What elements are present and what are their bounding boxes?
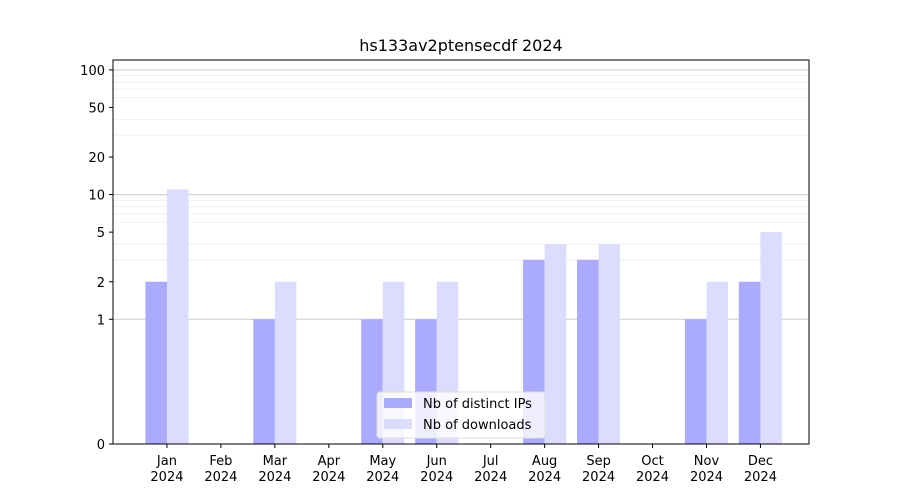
x-tick-month: Feb xyxy=(209,454,232,469)
x-tick-month: May xyxy=(369,454,396,469)
legend-label: Nb of downloads xyxy=(423,418,532,433)
x-tick-year: 2024 xyxy=(474,470,507,485)
y-tick-label: 10 xyxy=(88,189,105,204)
x-tick-month: Aug xyxy=(532,454,557,469)
bar-distinct-ips xyxy=(577,259,599,444)
x-tick-month: Jul xyxy=(482,454,499,469)
x-tick-year: 2024 xyxy=(582,470,615,485)
chart-title: hs133av2ptensecdf 2024 xyxy=(359,36,562,55)
x-tick-label: Oct 2024 xyxy=(636,454,669,485)
x-tick-year: 2024 xyxy=(420,470,453,485)
x-tick-month: Mar xyxy=(263,454,288,469)
x-tick-year: 2024 xyxy=(690,470,723,485)
x-tick-year: 2024 xyxy=(366,470,399,485)
x-tick-month: Jan xyxy=(156,454,177,469)
y-tick-label: 50 xyxy=(88,101,105,116)
bar-downloads xyxy=(166,189,189,444)
x-tick-label: Jan 2024 xyxy=(150,454,183,485)
legend-swatch xyxy=(384,398,412,408)
x-tick-label: Dec 2024 xyxy=(744,454,777,485)
x-tick-label: Jul 2024 xyxy=(474,454,507,485)
y-tick-label: 20 xyxy=(88,151,105,166)
bar-distinct-ips xyxy=(738,281,761,444)
legend-label: Nb of distinct IPs xyxy=(423,397,532,412)
x-tick-label: May 2024 xyxy=(366,454,399,485)
y-tick-label: 5 xyxy=(97,226,105,241)
x-tick-month: Dec xyxy=(748,454,773,469)
bar-downloads xyxy=(274,281,297,444)
x-tick-year: 2024 xyxy=(744,470,777,485)
x-tick-label: Sep 2024 xyxy=(582,454,615,485)
bar-downloads xyxy=(544,244,567,444)
x-tick-month: Oct xyxy=(641,454,663,469)
x-tick-label: Mar 2024 xyxy=(258,454,291,485)
legend-swatch xyxy=(384,419,412,429)
bar-downloads xyxy=(706,281,729,444)
y-tick-label: 0 xyxy=(97,438,105,453)
y-axis: 0 1 2 5 10 20 50 100 xyxy=(80,64,113,453)
x-tick-label: Feb 2024 xyxy=(204,454,237,485)
bar-distinct-ips xyxy=(253,319,275,444)
x-tick-month: Sep xyxy=(586,454,611,469)
bar-distinct-ips xyxy=(684,319,707,444)
x-tick-year: 2024 xyxy=(312,470,345,485)
x-tick-year: 2024 xyxy=(204,470,237,485)
y-tick-label: 100 xyxy=(80,64,105,79)
x-tick-year: 2024 xyxy=(528,470,561,485)
bar-downloads xyxy=(760,232,783,444)
plot-frame xyxy=(112,59,810,445)
legend: Nb of distinct IPs Nb of downloads xyxy=(376,391,546,439)
y-tick-label: 2 xyxy=(97,276,105,291)
y-tick-label: 1 xyxy=(97,313,105,328)
x-tick-year: 2024 xyxy=(258,470,291,485)
x-tick-year: 2024 xyxy=(636,470,669,485)
x-tick-month: Apr xyxy=(318,454,341,469)
x-tick-month: Nov xyxy=(694,454,720,469)
x-tick-label: Jun 2024 xyxy=(420,454,453,485)
x-tick-month: Jun xyxy=(426,454,447,469)
bar-downloads xyxy=(598,244,621,444)
x-tick-year: 2024 xyxy=(150,470,183,485)
x-tick-label: Nov 2024 xyxy=(690,454,723,485)
grid-lines xyxy=(113,69,809,320)
x-tick-label: Apr 2024 xyxy=(312,454,345,485)
legend-box xyxy=(376,391,546,439)
bar-distinct-ips xyxy=(145,281,167,444)
x-tick-label: Aug 2024 xyxy=(528,454,561,485)
